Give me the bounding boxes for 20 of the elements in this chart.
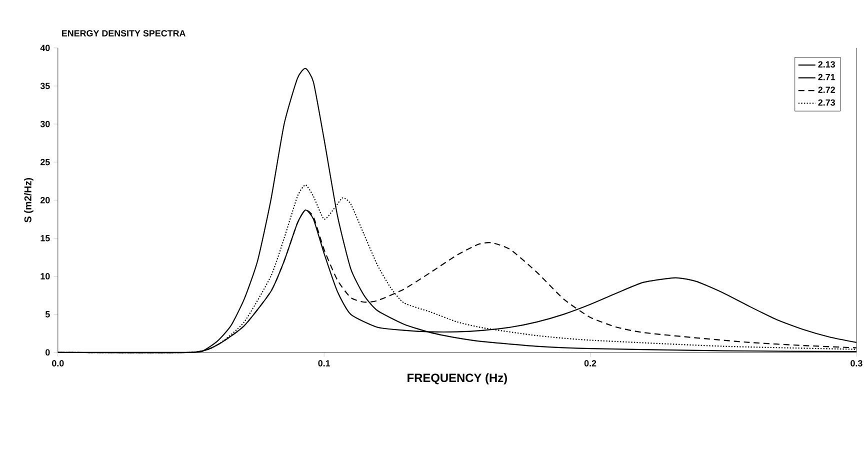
y-tick-label: 0 bbox=[46, 349, 50, 356]
chart-title: ENERGY DENSITY SPECTRA bbox=[62, 30, 186, 36]
y-tick-label: 25 bbox=[40, 158, 50, 166]
x-axis-title: FREQUENCY (Hz) bbox=[408, 373, 507, 384]
x-tick-label: 0.2 bbox=[584, 360, 596, 366]
y-tick-label: 20 bbox=[40, 196, 50, 204]
y-axis-title: S (m2/Hz) bbox=[24, 178, 34, 222]
legend-label: 2.72 bbox=[818, 86, 835, 93]
y-tick-label: 10 bbox=[40, 273, 50, 280]
x-tick-label: 0.0 bbox=[52, 360, 64, 366]
legend-label: 2.13 bbox=[818, 61, 835, 68]
y-tick-label: 35 bbox=[40, 82, 50, 90]
y-tick-label: 5 bbox=[45, 311, 50, 318]
y-tick-label: 15 bbox=[40, 234, 50, 242]
legend-label: 2.73 bbox=[818, 99, 835, 106]
x-tick-label: 0.1 bbox=[318, 360, 330, 366]
y-tick-label: 30 bbox=[40, 120, 50, 128]
x-tick-label: 0.3 bbox=[850, 360, 862, 366]
legend-label: 2.71 bbox=[818, 74, 836, 80]
y-tick-label: 40 bbox=[40, 44, 50, 52]
